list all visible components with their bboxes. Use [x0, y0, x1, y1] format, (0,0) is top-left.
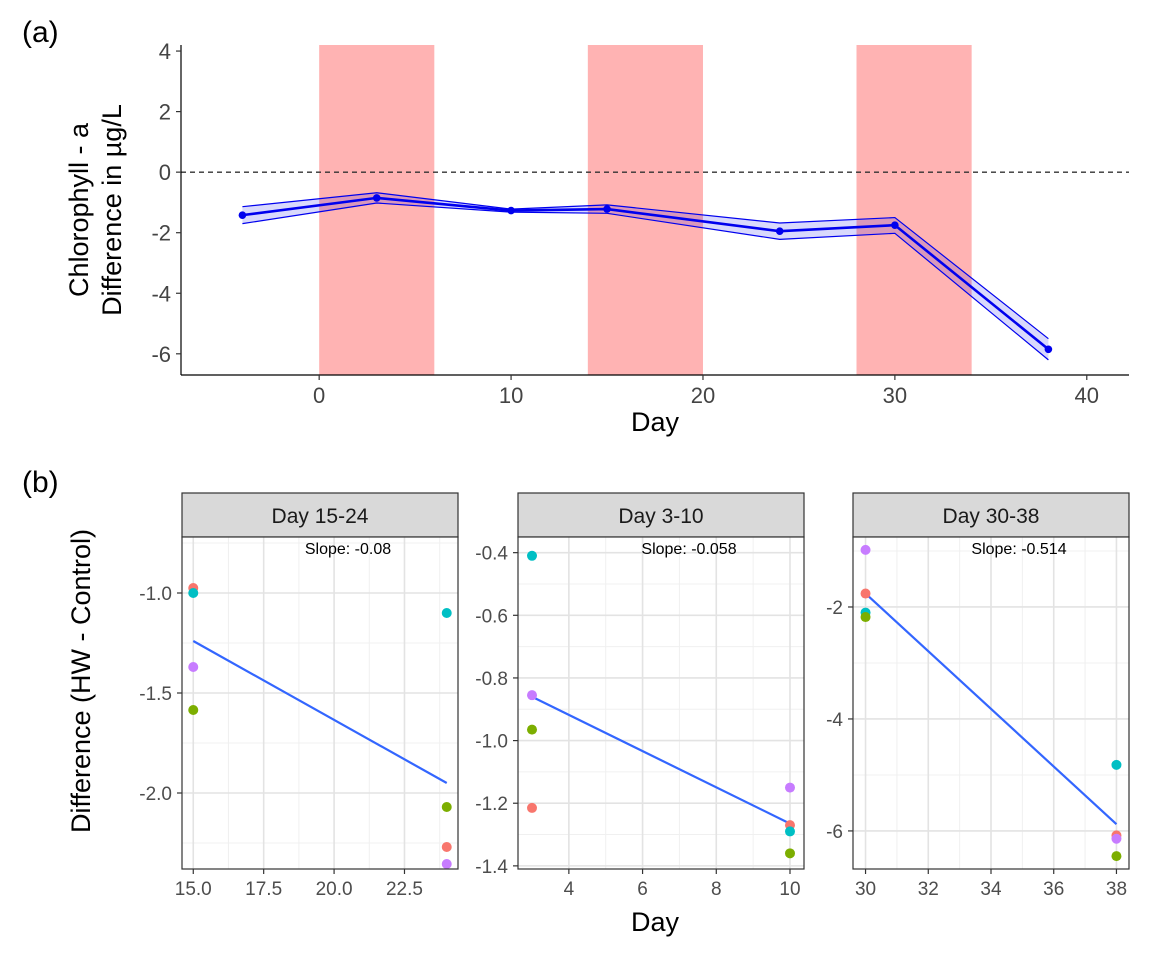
data-point-2 — [527, 690, 538, 701]
facet-strip — [852, 492, 1130, 538]
facet-panel — [518, 537, 804, 869]
y-tick-label: -2 — [826, 598, 843, 619]
x-tick-label: 40 — [1075, 383, 1099, 408]
mean-point-7 — [1044, 345, 1053, 354]
mean-point-3 — [507, 206, 515, 215]
heatwave-shade-3 — [856, 45, 972, 375]
x-tick-label: 10 — [779, 879, 800, 900]
regression-line — [531, 695, 791, 825]
data-point-4 — [527, 802, 538, 813]
mean-point-2 — [372, 194, 381, 202]
y-tick-label: -1.4 — [475, 857, 508, 878]
x-tick-label: 4 — [564, 879, 575, 900]
y-axis-title: Chlorophyll - a Difference in µg/L — [64, 104, 127, 316]
lower-bound-line — [242, 202, 1049, 361]
slope-annotation: Slope: -0.08 — [305, 541, 391, 558]
facet-strip-label: Day 15-24 — [272, 505, 369, 528]
y-tick-label: -0.6 — [475, 606, 508, 627]
facet-strip — [181, 492, 459, 538]
upper-bound-line — [242, 192, 1049, 340]
x-tick-label: 0 — [313, 383, 325, 408]
mean-point-5 — [775, 227, 784, 235]
y-tick-label: -2 — [151, 221, 171, 246]
heatwave-shade-1 — [319, 45, 435, 375]
x-axis-title: Day — [631, 407, 680, 437]
y-tick-label: -6 — [151, 342, 171, 367]
y-tick-label: -0.4 — [475, 544, 508, 565]
data-point-7 — [1111, 833, 1122, 844]
y-axis-title-b: Difference (HW - Control) — [66, 529, 96, 833]
facet-1: Day 15-24 Slope: -0.08 -2.0 -1.5 -1.0 15.0 17.… — [139, 492, 459, 900]
slope-annotation: Slope: -0.058 — [641, 541, 736, 558]
x-tick-label: 38 — [1106, 879, 1127, 900]
panel-b: Day 15-24 Slope: -0.08 -2.0 -1.5 -1.0 15.0 17.… — [66, 492, 1130, 937]
y-tick-label: -4 — [826, 710, 843, 731]
y-tick-label: 4 — [159, 39, 171, 64]
y-tick-label: -0.8 — [475, 669, 508, 690]
x-tick-label: 20 — [691, 383, 715, 408]
data-point-5 — [441, 608, 452, 618]
facet-border — [181, 536, 459, 870]
mean-point-1 — [238, 211, 247, 219]
mean-point-6 — [891, 221, 899, 229]
regression-line — [192, 640, 448, 784]
panel-a-label: (a) — [22, 16, 59, 49]
facet-2: Day 3-10 Slope: -0.058 -1.4 -1.2 -1.0 -0.8 -0.… — [475, 492, 805, 900]
y-tick-label: -1.5 — [139, 684, 172, 705]
x-tick-label: 6 — [637, 879, 648, 900]
x-tick-label: 15.0 — [175, 879, 212, 900]
data-point-8 — [784, 848, 795, 859]
x-tick-label: 10 — [499, 383, 523, 408]
data-point-4 — [188, 705, 199, 715]
confidence-ribbon — [242, 192, 1049, 360]
data-point-1 — [860, 544, 871, 555]
data-point-5 — [784, 782, 795, 793]
regression-line — [864, 592, 1118, 826]
y-tick-label: -1.2 — [475, 794, 508, 815]
y-axis-title-line-1: Chlorophyll - a — [64, 122, 94, 297]
data-point-7 — [441, 842, 452, 852]
x-tick-label: 34 — [980, 879, 1002, 900]
facet-3: Day 30-38 Slope: -0.514 -6 -4 -2 30 32 34 36 38 — [826, 492, 1130, 900]
slope-annotation: Slope: -0.514 — [971, 541, 1066, 558]
data-point-5 — [1111, 759, 1122, 770]
facet-strip — [517, 492, 805, 538]
data-point-1 — [527, 550, 538, 561]
x-tick-label: 20.0 — [316, 879, 353, 900]
y-tick-label: -6 — [826, 822, 843, 843]
facet-panel — [182, 537, 458, 869]
x-tick-label: 8 — [711, 879, 722, 900]
data-point-3 — [188, 662, 199, 672]
data-point-4 — [860, 612, 871, 623]
y-tick-label: -1.0 — [475, 732, 508, 753]
facet-border — [517, 536, 805, 870]
y-axis-title-line-2: Difference in µg/L — [97, 104, 127, 316]
y-tick-label: 2 — [159, 100, 171, 125]
y-tick-label: -4 — [151, 281, 171, 306]
x-tick-label: 32 — [918, 879, 939, 900]
x-tick-label: 22.5 — [386, 879, 423, 900]
data-point-3 — [527, 724, 538, 735]
panel-b-label: (b) — [22, 466, 59, 499]
data-point-6 — [441, 802, 452, 812]
mean-point-4 — [603, 205, 611, 213]
y-tick-label: -1.0 — [139, 584, 172, 605]
x-tick-label: 30 — [855, 879, 876, 900]
data-point-2 — [860, 588, 871, 599]
data-point-8 — [1111, 851, 1122, 862]
y-tick-label: 0 — [159, 160, 171, 185]
y-tick-label: -2.0 — [139, 784, 172, 805]
x-tick-label: 30 — [883, 383, 907, 408]
data-point-2 — [188, 588, 199, 598]
x-tick-label: 36 — [1043, 879, 1064, 900]
data-point-7 — [784, 826, 795, 837]
facet-strip-label: Day 3-10 — [618, 505, 703, 528]
x-tick-label: 17.5 — [245, 879, 282, 900]
x-axis-title-b: Day — [631, 907, 680, 937]
data-point-8 — [441, 859, 452, 869]
facet-strip-label: Day 30-38 — [943, 505, 1040, 528]
